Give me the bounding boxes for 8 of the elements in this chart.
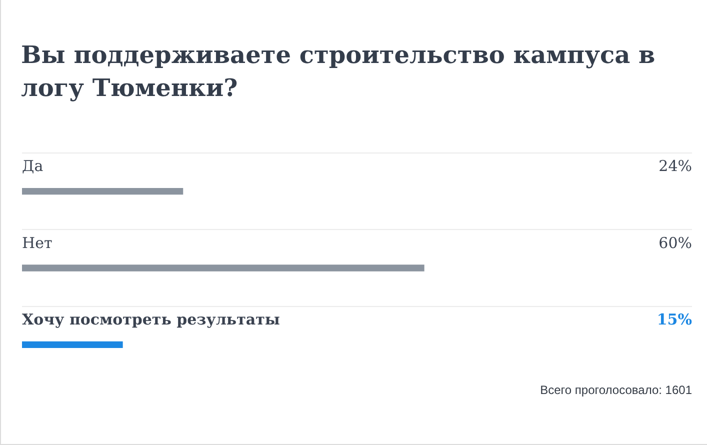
y-tick-label: Хочу посмотреть результаты	[22, 310, 280, 329]
y-tick-label: Да	[22, 157, 44, 176]
data-label: 15%	[656, 310, 692, 329]
y-tick-label: Нет	[22, 234, 52, 252]
text: Всего проголосовало: 1601	[540, 383, 692, 397]
data-label: 24%	[658, 157, 692, 176]
chart-title: Вы поддерживаете строительство кампуса в логу Тюменки?	[21, 39, 656, 104]
data-label: 60%	[658, 234, 692, 252]
